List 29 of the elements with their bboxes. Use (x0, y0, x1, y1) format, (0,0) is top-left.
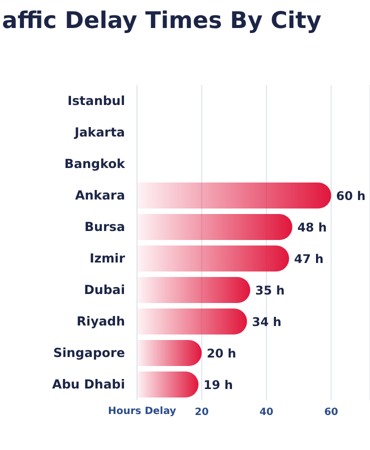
data-label: 47 h (294, 252, 324, 266)
chart-title: affic Delay Times By City (2, 8, 322, 34)
data-label: 48 h (297, 220, 327, 234)
data-label: 19 h (203, 378, 233, 392)
x-tick-label: 40 (259, 407, 274, 418)
data-label: 60 h (336, 188, 366, 203)
y-tick-label: Jakarta (74, 124, 125, 140)
y-tick-label: Singapore (53, 345, 125, 360)
bar (137, 214, 292, 240)
data-label: 35 h (255, 283, 285, 298)
bar (137, 372, 198, 398)
y-tick-label: Istanbul (67, 93, 125, 108)
data-label: 34 h (252, 314, 282, 329)
y-tick-label: Bursa (84, 219, 125, 234)
bar (137, 277, 250, 303)
data-label: 20 h (206, 346, 236, 360)
bar (137, 246, 290, 272)
y-tick-label: Ankara (75, 188, 125, 203)
bar (137, 308, 248, 334)
bar (137, 340, 202, 366)
y-tick-label: Riyadh (76, 314, 125, 329)
y-tick-label: Izmir (90, 250, 126, 266)
y-tick-label: Dubai (84, 282, 125, 298)
y-tick-label: Bangkok (64, 156, 126, 172)
x-tick-label: 60 (324, 407, 338, 418)
bar (137, 182, 332, 208)
x-tick-label: 20 (194, 407, 209, 418)
y-tick-label: Abu Dhabi (52, 376, 125, 392)
x-axis-title: Hours Delay (108, 406, 176, 417)
